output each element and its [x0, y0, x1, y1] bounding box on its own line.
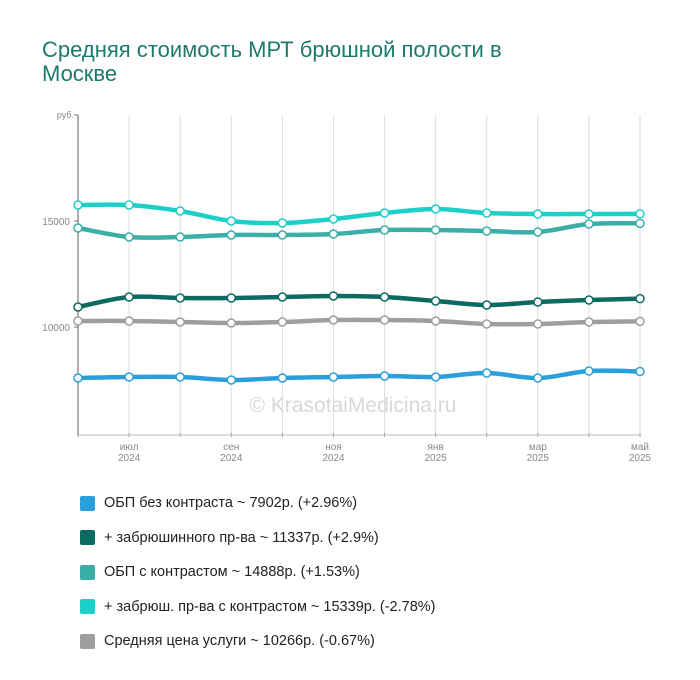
- y-tick-label: 10000: [42, 323, 70, 334]
- data-point: [73, 373, 83, 383]
- series-line: [75, 293, 643, 310]
- data-point: [584, 219, 594, 229]
- data-point: [379, 371, 390, 381]
- legend-label: + забрюш. пр-ва с контрастом ~ 15339р. (…: [104, 598, 436, 615]
- data-point: [481, 300, 492, 310]
- legend: ОБП без контраста ~ 7902р. (+2.96%) + заб…: [80, 486, 435, 659]
- data-point: [379, 315, 390, 325]
- data-point: [584, 295, 594, 305]
- data-point: [277, 230, 288, 240]
- data-point: [277, 373, 288, 383]
- data-point: [226, 293, 237, 303]
- x-tick-label: янв 2025: [424, 442, 447, 464]
- legend-item: + забрюшинного пр-ва ~ 11337р. (+2.9%): [80, 521, 435, 556]
- y-unit: руб.: [57, 110, 74, 120]
- data-point: [328, 229, 339, 239]
- data-point: [430, 296, 441, 306]
- data-point: [277, 218, 288, 228]
- series-line: [75, 220, 643, 241]
- data-point: [635, 316, 645, 327]
- data-point: [226, 318, 237, 328]
- y-tick-label: 15000: [42, 217, 70, 228]
- data-point: [73, 316, 83, 326]
- data-point: [73, 223, 83, 233]
- data-point: [328, 372, 339, 382]
- data-point: [481, 368, 492, 378]
- chart-title: Средняя стоимость МРТ брюшной полости в …: [42, 37, 502, 86]
- legend-item: Средняя цена услуги ~ 10266р. (-0.67%): [80, 624, 435, 659]
- data-point: [328, 214, 339, 224]
- data-point: [379, 225, 390, 235]
- legend-item: ОБП с контрастом ~ 14888р. (+1.53%): [80, 555, 435, 590]
- data-point: [73, 302, 83, 312]
- watermark: © KrasotaiMedicina.ru: [250, 394, 457, 417]
- plot: руб. 10000 15000 © KrasotaiMedicina.ru: [42, 110, 645, 437]
- x-tick-label: ноя 2024: [322, 442, 345, 464]
- data-point: [124, 232, 134, 242]
- legend-swatch: [80, 564, 95, 580]
- x-tick-label: май 2025: [628, 442, 652, 464]
- data-point: [584, 366, 594, 376]
- data-point: [430, 316, 441, 326]
- data-point: [584, 317, 594, 327]
- data-point: [533, 319, 543, 329]
- data-point: [226, 375, 237, 385]
- data-point: [430, 372, 441, 382]
- x-tick-label: мар 2025: [526, 442, 549, 464]
- data-point: [124, 316, 134, 326]
- legend-swatch: [80, 495, 95, 511]
- legend-label: ОБП без контраста ~ 7902р. (+2.96%): [104, 495, 358, 512]
- data-point: [226, 230, 237, 240]
- data-point: [533, 297, 543, 307]
- data-point: [175, 293, 185, 303]
- data-point: [533, 209, 543, 219]
- x-tick-label: сен 2024: [220, 442, 243, 464]
- legend-swatch: [80, 633, 95, 649]
- data-point: [175, 372, 185, 382]
- data-point: [533, 373, 543, 383]
- data-point: [481, 319, 492, 329]
- data-point: [124, 372, 134, 382]
- data-point: [430, 204, 441, 214]
- data-point: [481, 226, 492, 236]
- legend-item: ОБП без контраста ~ 7902р. (+2.96%): [80, 486, 435, 521]
- legend-label: Средняя цена услуги ~ 10266р. (-0.67%): [104, 633, 375, 650]
- legend-swatch: [80, 530, 95, 546]
- legend-label: ОБП с контрастом ~ 14888р. (+1.53%): [104, 564, 360, 581]
- series-line: [75, 368, 643, 383]
- legend-label: + забрюшинного пр-ва ~ 11337р. (+2.9%): [104, 529, 379, 546]
- data-point: [635, 293, 645, 304]
- data-point: [175, 317, 185, 327]
- data-point: [226, 216, 237, 226]
- legend-item: + забрюш. пр-ва с контрастом ~ 15339р. (…: [80, 590, 435, 625]
- data-point: [379, 292, 390, 302]
- data-point: [124, 292, 134, 302]
- data-point: [328, 291, 339, 301]
- data-point: [430, 225, 441, 235]
- data-point: [533, 227, 543, 237]
- data-point: [584, 209, 594, 219]
- series-line: [75, 317, 643, 327]
- data-point: [635, 366, 645, 377]
- data-point: [73, 200, 83, 210]
- data-point: [124, 200, 134, 210]
- x-tick-label: июл 2024: [117, 442, 141, 464]
- data-point: [175, 232, 185, 242]
- data-point: [175, 206, 185, 216]
- legend-swatch: [80, 599, 95, 615]
- data-point: [328, 315, 339, 325]
- data-point: [481, 208, 492, 218]
- series-line: [75, 202, 643, 226]
- data-point: [635, 218, 645, 229]
- data-point: [277, 317, 288, 327]
- data-point: [635, 209, 645, 219]
- data-point: [379, 208, 390, 218]
- data-point: [277, 292, 288, 302]
